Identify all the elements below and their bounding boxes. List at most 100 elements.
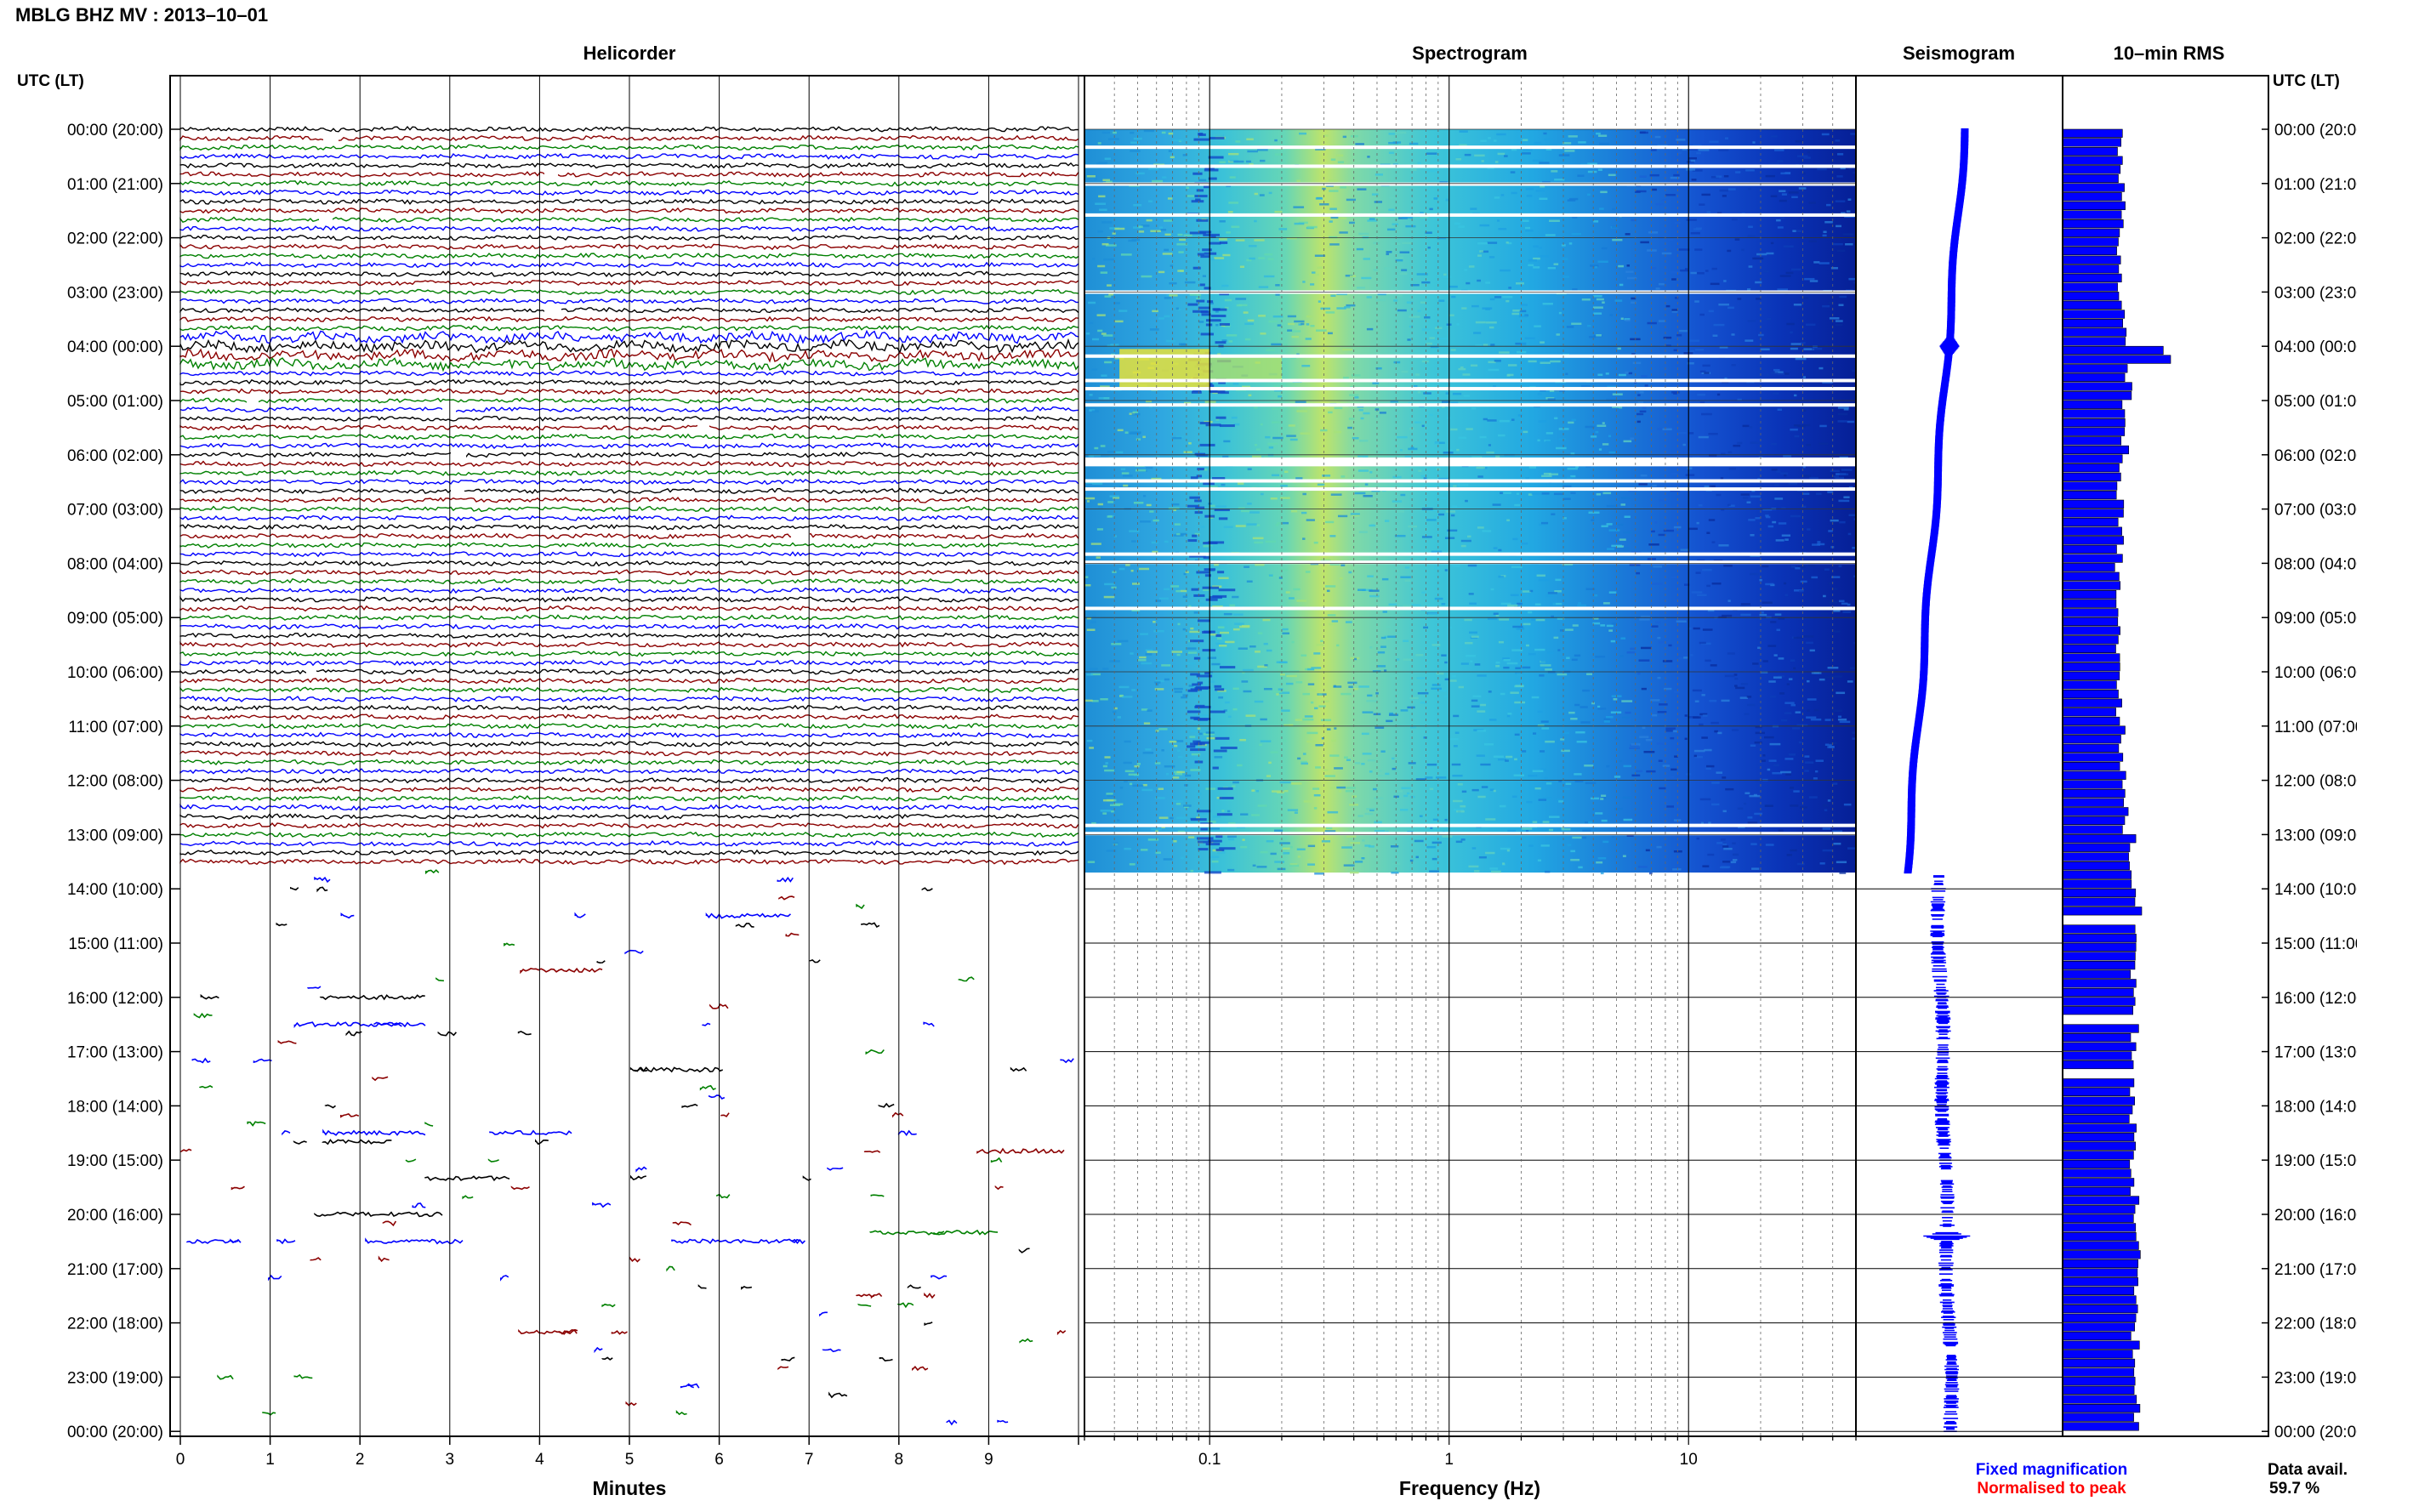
spectrogram-speckle: [1776, 219, 1781, 222]
spectrogram-speckle: [1356, 247, 1363, 251]
spectrogram-speckle: [1345, 789, 1353, 793]
helicorder-segment: [253, 1058, 272, 1064]
spectrogram-speckle: [1235, 140, 1241, 143]
spectrogram-speckle: [1566, 326, 1574, 328]
spectrogram-speckle: [1380, 636, 1386, 639]
spectrogram-speckle: [1735, 171, 1741, 173]
spectrogram-speckle: [1097, 142, 1101, 145]
spectrogram-speckle: [1762, 601, 1773, 604]
spectrogram-speckle: [1692, 689, 1702, 692]
spectrogram-speckle: [1749, 426, 1753, 429]
spectrogram-speckle: [1784, 372, 1790, 375]
spectrogram-speckle: [1210, 315, 1227, 318]
rms-bar: [2062, 1168, 2132, 1178]
spectrogram-speckle: [1377, 775, 1387, 777]
spectrogram-speckle: [1710, 664, 1717, 667]
spectrogram-speckle: [1324, 520, 1335, 524]
spectrogram-speckle: [1196, 571, 1210, 574]
spectrogram-speckle: [1242, 385, 1251, 389]
spectrogram-speckle: [1699, 313, 1705, 316]
helicorder-trace: [179, 329, 1079, 344]
spectrogram-speckle: [1733, 853, 1739, 856]
spectrogram-speckle: [1702, 568, 1712, 571]
spectrogram-speckle: [1477, 242, 1488, 245]
spectrogram-speckle: [1802, 172, 1806, 175]
spectrogram-speckle: [1274, 153, 1285, 156]
spectrogram-speckle: [1301, 364, 1311, 367]
spectrogram-speckle: [1202, 248, 1212, 252]
frequency-tick-label: 0.1: [1198, 1451, 1221, 1469]
spectrogram-speckle: [1219, 796, 1234, 799]
spectrogram-speckle: [1493, 755, 1504, 759]
spectrogram-speckle: [1823, 594, 1826, 598]
spectrogram-speckle: [1373, 242, 1380, 244]
spectrogram-speckle: [1819, 262, 1830, 264]
spectrogram-speckle: [1659, 499, 1669, 502]
spectrogram-speckle: [1542, 303, 1553, 305]
spectrogram-speckle: [1400, 576, 1411, 578]
spectrogram-speckle: [1128, 773, 1139, 776]
spectrogram-speckle: [1549, 602, 1557, 605]
data-avail-value: 59.7 %: [2269, 1480, 2319, 1498]
spectrogram-speckle: [1657, 636, 1661, 639]
spectrogram-speckle: [1538, 578, 1550, 582]
spectrogram-speckle: [1514, 701, 1526, 704]
helicorder-segment: [307, 986, 322, 989]
spectrogram-speckle: [1574, 780, 1584, 783]
spectrogram-speckle: [1312, 787, 1320, 790]
spectrogram-speckle: [1571, 232, 1582, 236]
spectrogram-speckle: [1737, 441, 1743, 445]
spectrogram-speckle: [1086, 628, 1096, 631]
helicorder-trace: [179, 162, 1079, 169]
spectrogram-speckle: [1197, 840, 1212, 844]
spectrogram-speckle: [1324, 830, 1336, 833]
spectrogram-speckle: [1430, 345, 1439, 349]
helicorder-frame: [169, 75, 1085, 1437]
helicorder-trace: [179, 632, 1079, 639]
spectrogram-speckle: [1400, 809, 1409, 811]
spectrogram-speckle: [1118, 685, 1130, 689]
spectrogram-speckle: [1815, 759, 1824, 762]
spectrogram-speckle: [1371, 489, 1380, 492]
spectrogram-speckle: [1147, 709, 1153, 712]
spectrogram-speckle: [1257, 149, 1268, 151]
spectrogram-speckle: [1740, 493, 1750, 496]
spectrogram-speckle: [1361, 732, 1369, 736]
rms-frame: [2062, 75, 2269, 1437]
spectrogram-speckle: [1650, 699, 1660, 702]
spectrogram-speckle: [1404, 566, 1410, 569]
spectrogram-speckle: [1819, 678, 1825, 681]
spectrogram-speckle: [1087, 861, 1096, 863]
helicorder-segment: [489, 1129, 572, 1136]
spectrogram-speckle: [1138, 567, 1150, 571]
spectrogram-speckle: [1506, 849, 1510, 852]
spectrogram-speckle: [1625, 711, 1631, 714]
spectrogram-speckle: [1131, 540, 1136, 543]
spectrogram-speckle: [1500, 602, 1511, 605]
spectrogram-speckle: [1089, 321, 1094, 325]
spectrogram-speckle: [1154, 681, 1161, 684]
spectrogram-speckle: [1574, 773, 1582, 776]
rms-bar: [2062, 300, 2122, 310]
spectrogram-speckle: [1169, 740, 1177, 743]
spectrogram-speckle: [1258, 257, 1266, 259]
spectrogram-speckle: [1085, 333, 1090, 335]
rms-bar: [2062, 1141, 2136, 1151]
rms-bar: [2062, 228, 2120, 237]
spectrogram-speckle: [1389, 156, 1398, 159]
spectrogram-speckle: [1136, 438, 1141, 441]
rms-bar: [2062, 825, 2123, 834]
spectrogram-speckle: [1534, 603, 1541, 605]
spectrogram-speckle: [1781, 507, 1786, 509]
helicorder-trace: [179, 587, 1079, 594]
spectrogram-speckle: [1608, 591, 1617, 594]
spectrogram-speckle: [1329, 243, 1340, 246]
spectrogram-speckle: [1611, 835, 1615, 838]
spectrogram-speckle: [1515, 685, 1524, 687]
spectrogram-speckle: [1274, 139, 1278, 142]
spectrogram-speckle: [1285, 591, 1290, 594]
spectrogram-speckle: [1590, 264, 1599, 267]
spectrogram-speckle: [1588, 511, 1600, 514]
spectrogram-speckle: [1289, 863, 1298, 866]
spectrogram-speckle: [1196, 297, 1201, 300]
